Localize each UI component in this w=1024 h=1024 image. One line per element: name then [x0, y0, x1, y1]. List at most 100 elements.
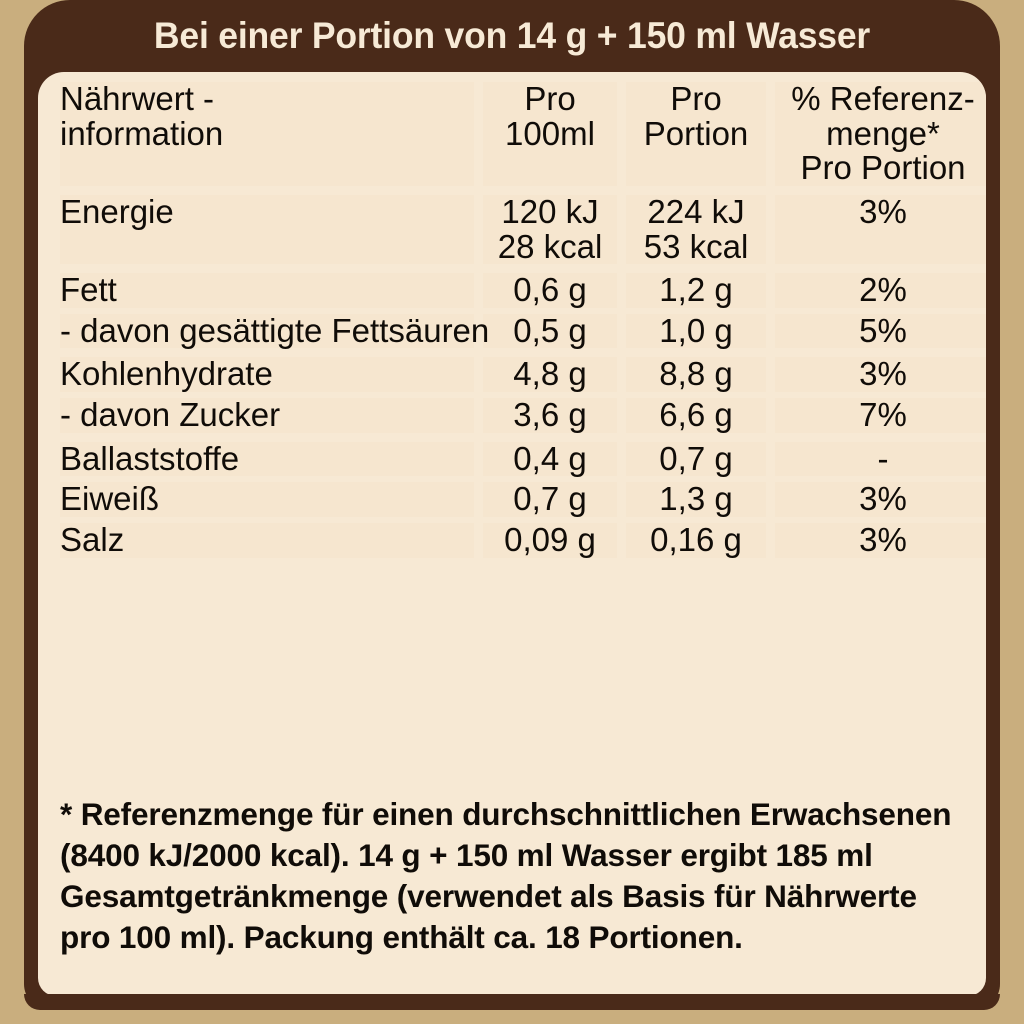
row-separator-cell — [60, 432, 986, 442]
value-reference-percent: 5% — [775, 313, 986, 349]
table-row: Energie 120 kJ 28 kcal 224 kJ 53 kcal 3% — [60, 192, 986, 265]
row-separator-cell — [60, 307, 986, 314]
footnote-line-1: * Referenzmenge für einen durchschnittli… — [60, 796, 952, 832]
table-row: Kohlenhydrate 4,8 g 8,8 g 3% — [60, 357, 986, 393]
column-gutter — [474, 82, 483, 186]
value-reference-percent: - — [775, 441, 986, 477]
value-per-100ml: 0,09 g — [483, 522, 617, 558]
row-separator-cell — [60, 348, 986, 358]
nutrient-name: Kohlenhydrate — [60, 357, 474, 393]
value-reference-percent: 3% — [775, 482, 986, 518]
footnote-line-3: Gesamtgetränkmenge (verwendet als Basis … — [60, 877, 917, 914]
column-gutter — [474, 313, 483, 349]
value-per-100ml: 120 kJ 28 kcal — [483, 192, 617, 265]
row-separator — [60, 392, 986, 399]
row-separator — [60, 185, 986, 195]
row-separator — [60, 348, 986, 358]
header-cell-per-100ml: Pro 100ml — [483, 80, 617, 186]
column-gutter — [617, 194, 626, 265]
column-gutter — [766, 441, 775, 477]
column-gutter — [766, 357, 775, 393]
table-row: Fett 0,6 g 1,2 g 2% — [60, 273, 986, 308]
value-per-portion-kcal: 53 kcal — [643, 227, 749, 265]
value-reference-percent: 3% — [775, 194, 986, 265]
row-separator — [60, 476, 986, 483]
nutrient-name: - davon Zucker — [60, 397, 474, 433]
value-per-portion: 0,7 g — [626, 441, 766, 477]
column-gutter — [617, 398, 626, 433]
nutrient-name: Fett — [60, 273, 474, 308]
serving-size-title: Bei einer Portion von 14 g + 150 ml Wass… — [153, 15, 871, 56]
column-gutter — [474, 357, 483, 393]
column-gutter — [474, 273, 483, 308]
header-reference-line1: % Referenz- — [791, 80, 975, 117]
header-portion-line2: Portion — [643, 114, 749, 152]
value-per-100ml: 0,7 g — [483, 482, 617, 518]
nutrition-table-body: Nährwert - information Pro 100ml Pro Por… — [60, 80, 986, 564]
value-per-portion: 1,0 g — [626, 313, 766, 349]
row-separator — [60, 264, 986, 274]
row-separator-cell — [60, 264, 986, 274]
footnote: * Referenzmenge für einen durchschnittli… — [60, 794, 970, 958]
header-per100-line2: 100ml — [505, 114, 595, 152]
nutrient-name: - davon gesättigte Fettsäuren — [60, 311, 490, 349]
value-per-portion: 8,8 g — [626, 357, 766, 393]
nutrient-name: Energie — [60, 194, 474, 265]
value-reference-percent: 3% — [775, 357, 986, 393]
header-portion-line1: Pro — [670, 80, 722, 117]
table-row: Eiweiß 0,7 g 1,3 g 3% — [60, 482, 986, 518]
value-per-portion-kj: 224 kJ — [647, 192, 745, 230]
column-gutter — [617, 523, 626, 558]
row-separator — [60, 517, 986, 524]
value-per-100ml: 0,5 g — [483, 313, 617, 349]
table-row: - davon Zucker 3,6 g 6,6 g 7% — [60, 397, 986, 433]
row-separator-cell — [60, 476, 986, 483]
frame-bottom-edge — [24, 994, 1000, 1010]
nutrient-name: Eiweiß — [60, 482, 474, 518]
nutrition-panel: Nährwert - information Pro 100ml Pro Por… — [38, 72, 986, 996]
row-separator-cell — [60, 557, 986, 564]
column-gutter — [617, 82, 626, 186]
column-gutter — [766, 482, 775, 518]
column-gutter — [766, 194, 775, 265]
table-row: Ballaststoffe 0,4 g 0,7 g- — [60, 441, 986, 477]
header-reference-line2: menge* — [826, 114, 940, 152]
footnote-line-2: (8400 kJ/2000 kcal). 14 g + 150 ml Wasse… — [60, 836, 873, 873]
header-per100-line1: Pro — [524, 80, 576, 117]
serving-size-title-bar: Bei einer Portion von 14 g + 150 ml Wass… — [24, 0, 1000, 72]
footnote-line-4: pro 100 ml). Packung enthält ca. 18 Port… — [60, 918, 743, 955]
nutrient-name: Ballaststoffe — [60, 441, 474, 477]
column-gutter — [617, 357, 626, 393]
table-row: Salz 0,09 g 0,16 g 3% — [60, 522, 986, 558]
value-per-100ml: 4,8 g — [483, 357, 617, 393]
nutrition-table: Nährwert - information Pro 100ml Pro Por… — [60, 80, 986, 564]
value-per-100ml: 3,6 g — [483, 397, 617, 433]
row-separator-cell — [60, 517, 986, 524]
value-reference-percent: 2% — [775, 273, 986, 308]
column-gutter — [474, 398, 483, 433]
column-gutter — [617, 441, 626, 477]
value-per-100ml: 0,4 g — [483, 441, 617, 477]
header-nutrient-line2: information — [60, 114, 224, 152]
column-gutter — [766, 313, 775, 349]
value-per-portion: 6,6 g — [626, 397, 766, 433]
header-reference-line3: Pro Portion — [800, 149, 966, 187]
column-gutter — [617, 313, 626, 349]
row-separator — [60, 557, 986, 564]
column-gutter — [474, 482, 483, 518]
value-per-portion: 1,3 g — [626, 482, 766, 518]
header-cell-reference-amount: % Referenz- menge* Pro Portion — [775, 80, 986, 187]
column-gutter — [766, 523, 775, 558]
row-separator — [60, 432, 986, 442]
column-gutter — [617, 273, 626, 308]
header-cell-nutrient: Nährwert - information — [60, 81, 474, 186]
column-gutter — [474, 194, 483, 265]
value-reference-percent: 7% — [775, 397, 986, 433]
value-per-100ml-kj: 120 kJ — [501, 192, 599, 230]
header-cell-per-portion: Pro Portion — [626, 80, 766, 186]
column-gutter — [766, 398, 775, 433]
column-gutter — [766, 82, 775, 186]
column-gutter — [766, 273, 775, 308]
row-separator-cell — [60, 392, 986, 399]
